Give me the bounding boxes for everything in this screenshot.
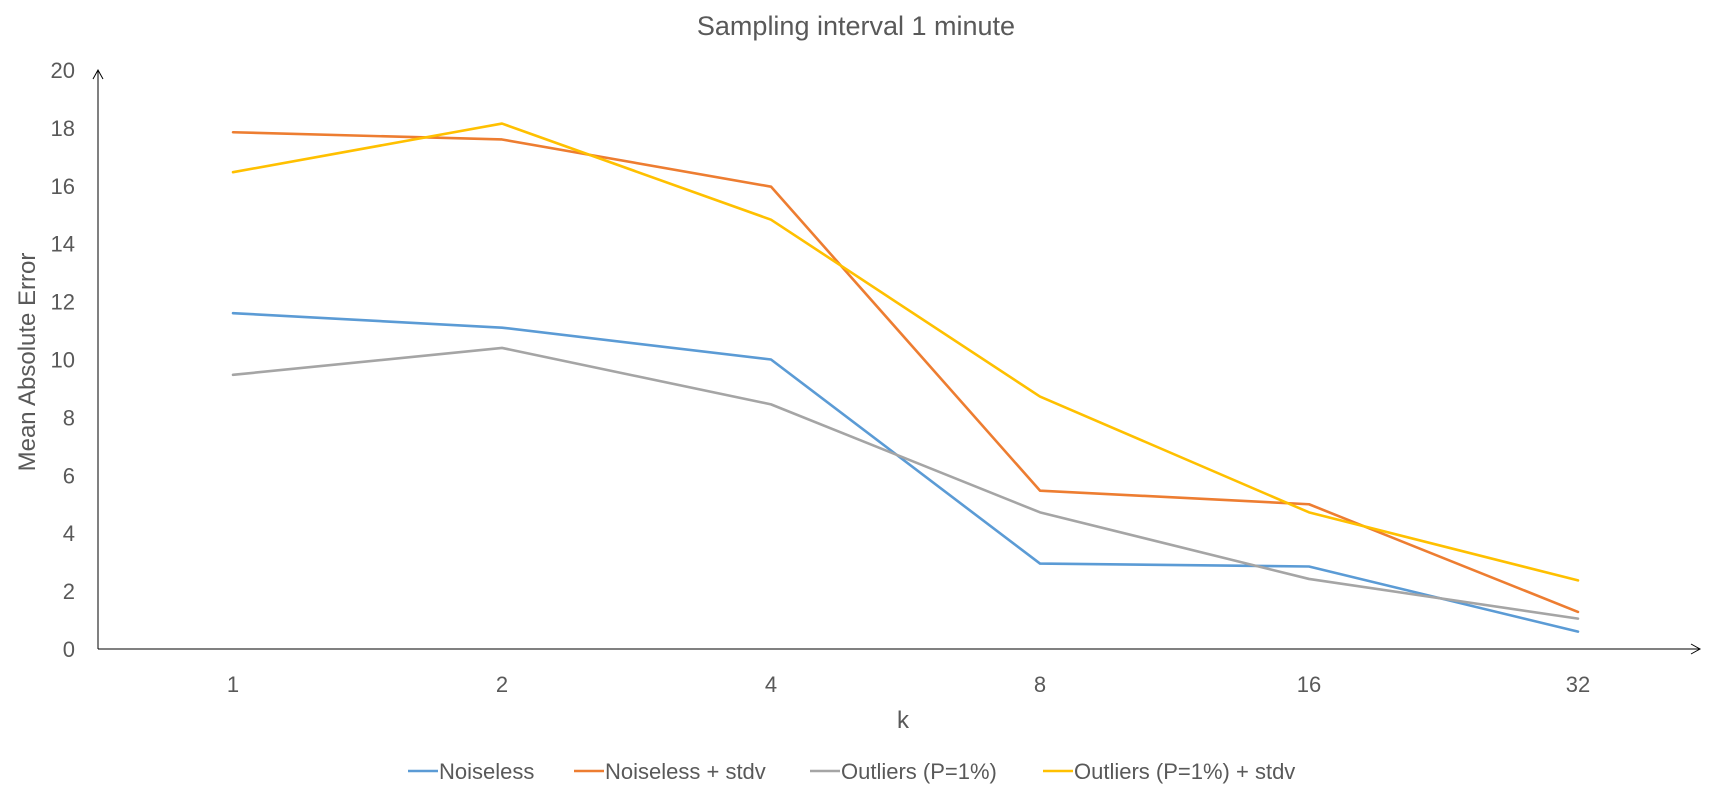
x-tick-label: 2	[496, 672, 508, 697]
legend-label: Outliers (P=1%)	[841, 759, 997, 784]
x-tick-label: 4	[765, 672, 777, 697]
x-tick-label: 32	[1566, 672, 1590, 697]
x-tick-label: 8	[1034, 672, 1046, 697]
legend-label: Noiseless	[439, 759, 534, 784]
y-tick-label: 2	[63, 579, 75, 604]
y-tick-label: 4	[63, 521, 75, 546]
x-tick-label: 16	[1297, 672, 1321, 697]
chart-title: Sampling interval 1 minute	[697, 11, 1015, 41]
y-tick-label: 0	[63, 637, 75, 662]
legend-label: Outliers (P=1%) + stdv	[1074, 759, 1295, 784]
y-tick-label: 8	[63, 405, 75, 430]
series-lines	[231, 122, 1580, 633]
y-tick-label: 18	[51, 116, 75, 141]
series-line-outliers-p-1	[231, 346, 1580, 620]
y-axis-title: Mean Absolute Error	[14, 253, 41, 472]
axes	[92, 68, 1702, 655]
y-tick-label: 6	[63, 463, 75, 488]
series-line-noiseless	[231, 311, 1580, 633]
x-tick-label: 1	[227, 672, 239, 697]
x-tick-labels: 1 2 4 8 16 32	[227, 672, 1590, 697]
y-tick-label: 12	[51, 290, 75, 315]
y-axis-arrow	[92, 68, 104, 80]
y-tick-labels: 0 2 4 6 8 10 12 14 16 18 20	[51, 58, 75, 662]
y-tick-label: 14	[51, 232, 75, 257]
y-tick-label: 16	[51, 174, 75, 199]
series-line-noiseless-stdv	[231, 130, 1580, 614]
legend: Noiseless Noiseless + stdv Outliers (P=1%)…	[408, 759, 1295, 784]
legend-label: Noiseless + stdv	[605, 759, 766, 784]
y-tick-label: 10	[51, 348, 75, 373]
x-axis-arrow	[1690, 643, 1702, 655]
y-tick-label: 20	[51, 58, 75, 83]
x-axis-title: k	[897, 707, 910, 734]
series-line-outliers-p-1-stdv	[231, 122, 1580, 582]
